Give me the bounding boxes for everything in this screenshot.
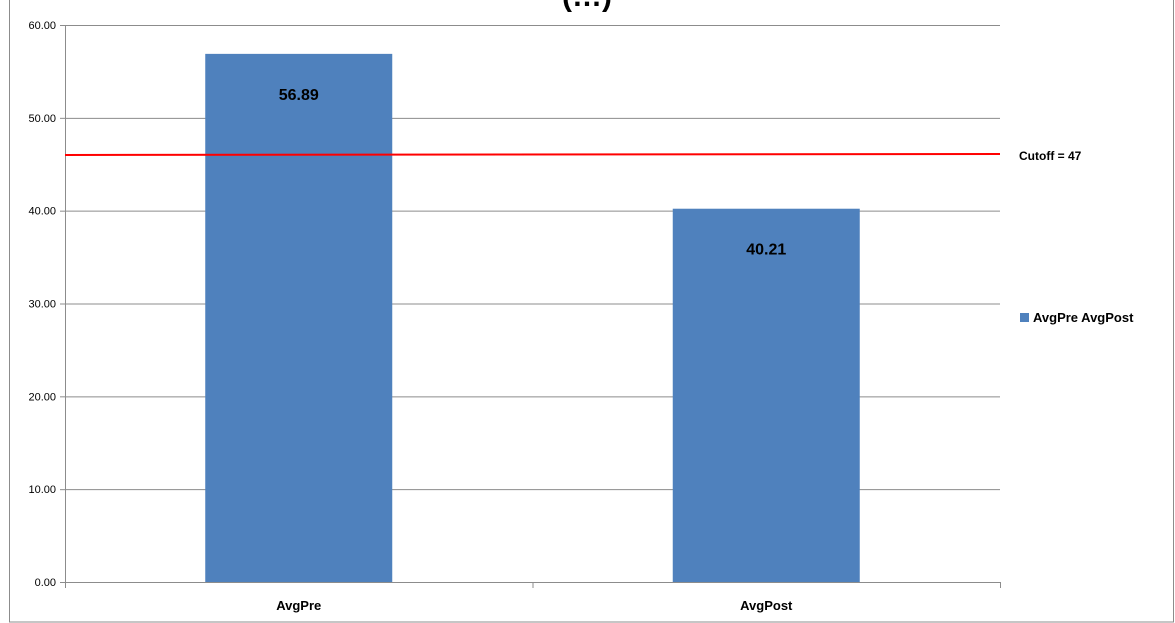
y-tick-label: 50.00 — [28, 113, 56, 125]
y-tick-label: 0.00 — [35, 577, 56, 589]
bar-avgpre — [205, 53, 393, 583]
legend: AvgPre AvgPost — [1020, 310, 1134, 325]
x-axis-labels: AvgPre AvgPost — [276, 598, 793, 613]
y-tick-label: 40.00 — [28, 206, 56, 218]
y-tick-label: 60.00 — [28, 20, 56, 32]
y-tick-label: 10.00 — [28, 484, 56, 496]
y-axis-ticks: 0.00 10.00 20.00 30.00 40.00 50.00 60.00 — [28, 20, 65, 589]
y-tick-label: 20.00 — [28, 391, 56, 403]
data-label: 40.21 — [746, 242, 786, 259]
cutoff-line-group: Cutoff = 47 — [64, 149, 1082, 163]
bars: 56.89 40.21 — [205, 53, 860, 583]
chart-border — [9, 0, 1174, 623]
data-label: 56.89 — [279, 87, 319, 104]
cutoff-label: Cutoff = 47 — [1019, 149, 1082, 163]
cutoff-line — [64, 152, 1001, 156]
chart-title: (…) — [562, 0, 612, 13]
legend-swatch — [1020, 313, 1029, 322]
axes — [65, 25, 1001, 588]
bar-avgpost — [672, 208, 860, 582]
x-tick-label: AvgPre — [276, 598, 321, 613]
legend-label: AvgPre AvgPost — [1033, 310, 1134, 325]
x-tick-label: AvgPost — [740, 598, 793, 613]
y-tick-label: 30.00 — [28, 299, 56, 311]
